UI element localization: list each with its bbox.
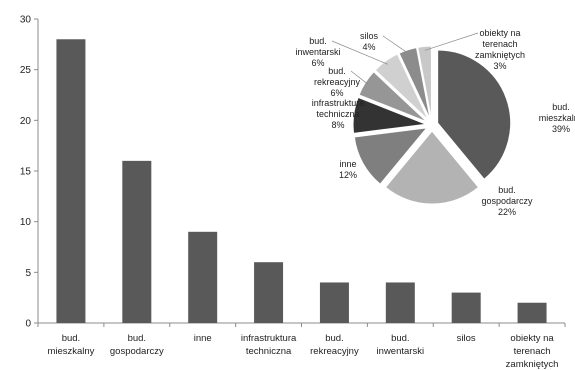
pie-leader-line [350, 70, 369, 86]
pie-slice-label-line: bud. [552, 102, 570, 112]
bar [122, 160, 152, 323]
pie-leader-line [424, 32, 479, 51]
pie-slice-label-line: bud. [309, 36, 327, 46]
y-tick-label: 20 [20, 116, 32, 127]
y-tick-label: 5 [25, 268, 31, 279]
x-tick-label-line: techniczna [246, 346, 292, 357]
pie-slice-label: bud. inwentarski 6% [295, 36, 340, 68]
y-tick-label: 0 [25, 319, 31, 330]
bar [319, 282, 349, 323]
pie-slice-label-line: bud. [498, 185, 516, 195]
x-tick-label: infrastruktura techniczna [241, 333, 297, 357]
pie-slice-label: bud. gospodarczy 22% [481, 185, 533, 217]
pie-slice-label-line: obiekty na [479, 28, 520, 38]
pie-slice-label-line: mieszkalny [539, 113, 575, 123]
pie-leader-line [331, 40, 389, 65]
bar [188, 231, 218, 323]
x-tick-label-line: gospodarczy [110, 346, 164, 357]
pie-slice-label-line: 4% [362, 42, 375, 52]
bar [56, 39, 86, 324]
x-tick-label: inne [194, 333, 212, 344]
pie-slice [437, 49, 512, 180]
x-tick-label-line: terenach [514, 346, 551, 357]
pie-slice-label: inne 12% [339, 159, 357, 180]
pie-slice-label-line: techniczna [316, 109, 359, 119]
pie-slice [384, 130, 480, 205]
x-tick-label: bud. rekreacyjny [310, 333, 359, 357]
x-tick-label: bud. inwentarski [377, 333, 425, 357]
pie-slice [398, 47, 431, 120]
pie-slice [353, 127, 428, 185]
pie-slice-label-line: bud. [328, 66, 346, 76]
pie-slice-label-line: rekreacyjny [314, 77, 361, 87]
pie-slice-label-line: 22% [498, 207, 516, 217]
bar [385, 282, 415, 323]
x-tick-label-line: mieszkalny [47, 346, 94, 357]
pie-slice-label-line: 12% [339, 170, 357, 180]
pie-slice-label-line: inne [339, 159, 356, 169]
pie-slice-label: obiekty na terenach zamkniętych 3% [475, 28, 525, 71]
pie-slice-label-line: gospodarczy [481, 196, 533, 206]
x-tick-label: bud. gospodarczy [110, 333, 164, 357]
x-tick-label-line: inne [194, 333, 212, 344]
pie-slice-label-line: terenach [482, 39, 517, 49]
x-tick-label-line: bud. [62, 333, 81, 344]
x-tick-label-line: rekreacyjny [310, 346, 359, 357]
pie-leader-line [382, 35, 410, 54]
pie-slice [374, 53, 429, 121]
bar [451, 292, 481, 323]
bar [517, 302, 547, 323]
x-tick-label-line: silos [457, 333, 476, 344]
pie-chart [352, 45, 512, 205]
x-tick-label-line: bud. [128, 333, 147, 344]
pie-slice-label-line: infrastruktura [312, 98, 365, 108]
y-axis-ticks: 0 5 10 15 20 25 30 [20, 15, 32, 330]
pie-slice-label-line: silos [360, 31, 379, 41]
pie-slice-label-line: 39% [552, 124, 570, 134]
y-tick-label: 15 [20, 167, 32, 178]
x-tick-label-line: bud. [391, 333, 410, 344]
bar-series [56, 39, 547, 324]
y-tick-label: 30 [20, 15, 32, 26]
pie-slice-label-line: 6% [330, 88, 343, 98]
x-tick-label-line: bud. [325, 333, 344, 344]
pie-slice-label-line: 6% [311, 58, 324, 68]
pie-slice-label: infrastruktura techniczna 8% [312, 98, 365, 130]
pie-labels: bud.mieszkalny39%bud.gospodarczy22%inne1… [295, 28, 575, 217]
x-tick-label: obiekty na terenach zamkniętych [506, 333, 559, 370]
bar [254, 262, 284, 323]
pie-slice-label-line: 8% [331, 120, 344, 130]
pie-slice-label: silos 4% [360, 31, 379, 52]
x-tick-label: bud. mieszkalny [47, 333, 94, 357]
pie-slice-label: bud.mieszkalny39% [539, 102, 575, 134]
pie-slice [417, 45, 432, 120]
pie-slice-label-line: inwentarski [295, 47, 340, 57]
pie-slice-label: bud. rekreacyjny 6% [314, 66, 361, 98]
x-tick-label-line: infrastruktura [241, 333, 297, 344]
x-tick-label-line: obiekty na [510, 333, 554, 344]
x-tick-label-line: inwentarski [377, 346, 425, 357]
x-tick-label: silos [457, 333, 476, 344]
x-tick-label-line: zamkniętych [506, 359, 559, 370]
pie-slice-label-line: 3% [493, 61, 506, 71]
x-axis-labels: bud. mieszkalny bud. gospodarczy inne infrast… [47, 333, 558, 370]
pie-slice [352, 96, 427, 134]
y-tick-label: 10 [20, 217, 32, 228]
y-tick-label: 25 [20, 65, 32, 76]
pie-slice-label-line: zamkniętych [475, 50, 525, 60]
pie-slice [358, 71, 428, 123]
